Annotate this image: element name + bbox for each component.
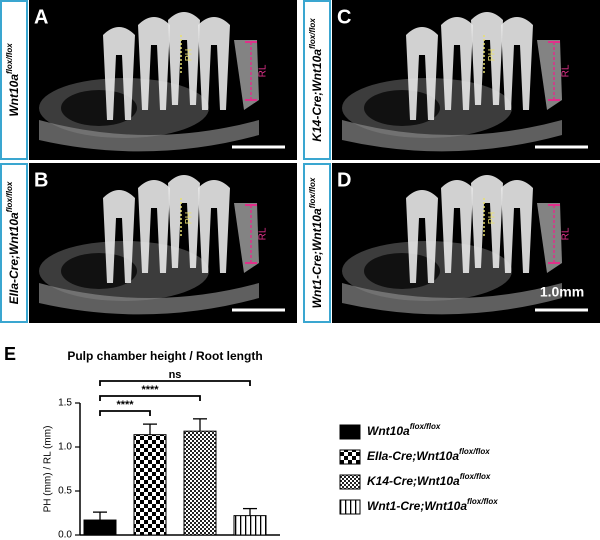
bar xyxy=(133,434,167,536)
rl-label: RL xyxy=(561,227,572,240)
label-strip xyxy=(303,0,331,160)
label-strip xyxy=(0,0,28,160)
legend-label: Wnt10aflox/flox xyxy=(367,422,441,438)
legend-label-sup: flox/flox xyxy=(460,472,491,481)
y-axis-label: PH (mm) / RL (mm) xyxy=(43,426,54,513)
jaw-shape xyxy=(39,175,259,315)
y-tick-label: 1.5 xyxy=(58,398,72,409)
chart-title: Pulp chamber height / Root length xyxy=(67,349,262,363)
tooth xyxy=(501,180,533,273)
tooth xyxy=(198,17,230,110)
tooth xyxy=(103,27,135,120)
legend-label-base: Wnt10a xyxy=(367,424,410,438)
genotype-label-base: K14-Cre;Wnt10a xyxy=(310,49,324,142)
jaw-shape xyxy=(39,12,259,152)
ph-label: PH xyxy=(183,49,193,62)
bone-base xyxy=(39,120,259,152)
bone-base xyxy=(342,120,562,152)
jaw-shape xyxy=(342,12,562,152)
legend-swatch xyxy=(339,449,361,465)
tooth xyxy=(168,12,200,105)
panel-letter: D xyxy=(337,169,351,191)
tooth xyxy=(406,190,438,283)
tooth xyxy=(406,27,438,120)
legend-label-sup: flox/flox xyxy=(410,422,441,431)
genotype-label-sup: flox/flox xyxy=(308,18,317,49)
genotype-label-sup: flox/flox xyxy=(5,181,14,212)
significance-bracket xyxy=(99,395,201,401)
genotype-label-sup: flox/flox xyxy=(5,43,14,74)
genotype-label: Wnt10aflox/flox xyxy=(5,43,21,117)
ph-label: PH xyxy=(486,212,496,225)
incisor xyxy=(234,40,259,110)
genotype-label-base: Wnt10a xyxy=(7,74,21,117)
rl-label: RL xyxy=(258,64,269,77)
tooth xyxy=(471,12,503,105)
tooth xyxy=(168,175,200,268)
tooth xyxy=(441,17,473,110)
scale-label: 1.0mm xyxy=(540,284,584,300)
genotype-label: EIIa-Cre;Wnt10aflox/flox xyxy=(5,181,21,304)
genotype-label: K14-Cre;Wnt10aflox/flox xyxy=(308,18,324,142)
genotype-label-base: Wnt1-Cre;Wnt10a xyxy=(310,208,324,308)
tooth xyxy=(198,180,230,273)
y-tick-label: 1.0 xyxy=(58,442,72,453)
legend-label-base: Wnt1-Cre;Wnt10a xyxy=(367,499,467,513)
rl-label: RL xyxy=(561,64,572,77)
bone-inner xyxy=(61,253,137,289)
label-strip xyxy=(303,163,331,323)
legend-label-sup: flox/flox xyxy=(459,447,490,456)
bar xyxy=(183,430,217,536)
tooth xyxy=(441,180,473,273)
significance-bracket xyxy=(99,410,151,416)
rl-label: RL xyxy=(258,227,269,240)
incisor xyxy=(537,203,562,273)
legend-label: EIIa-Cre;Wnt10aflox/flox xyxy=(367,447,490,463)
panel-letter: E xyxy=(4,344,16,364)
significance-label: ns xyxy=(169,369,182,381)
significance-label: **** xyxy=(116,399,134,411)
significance-bracket xyxy=(99,380,251,386)
genotype-label-sup: flox/flox xyxy=(308,177,317,208)
legend-label: K14-Cre;Wnt10aflox/flox xyxy=(367,472,491,488)
legend-swatch xyxy=(339,424,361,440)
legend-label: Wnt1-Cre;Wnt10aflox/flox xyxy=(367,497,498,513)
tooth xyxy=(501,17,533,110)
tooth xyxy=(471,175,503,268)
panel-letter: B xyxy=(34,169,48,191)
legend-swatch xyxy=(339,474,361,490)
incisor xyxy=(234,203,259,273)
bone-base xyxy=(39,283,259,315)
y-tick-label: 0.0 xyxy=(58,530,72,540)
legend-swatch xyxy=(339,499,361,515)
label-strip xyxy=(0,163,28,323)
genotype-label-base: EIIa-Cre;Wnt10a xyxy=(7,212,21,304)
significance-label: **** xyxy=(141,384,159,396)
bar xyxy=(233,515,267,536)
tooth xyxy=(103,190,135,283)
bone-inner xyxy=(61,90,137,126)
y-tick-label: 0.5 xyxy=(58,486,72,497)
ph-label: PH xyxy=(486,49,496,62)
legend-label-base: EIIa-Cre;Wnt10a xyxy=(367,449,459,463)
incisor xyxy=(537,40,562,110)
panel-letter: C xyxy=(337,6,351,28)
ph-label: PH xyxy=(183,212,193,225)
legend-label-base: K14-Cre;Wnt10a xyxy=(367,474,460,488)
legend-label-sup: flox/flox xyxy=(467,497,498,506)
bone-base xyxy=(342,283,562,315)
jaw-shape xyxy=(342,175,562,315)
panel-letter: A xyxy=(34,6,48,28)
tooth xyxy=(138,17,170,110)
genotype-label: Wnt1-Cre;Wnt10aflox/flox xyxy=(308,177,324,308)
bar xyxy=(83,519,117,536)
bone-inner xyxy=(364,90,440,126)
tooth xyxy=(138,180,170,273)
bone-inner xyxy=(364,253,440,289)
